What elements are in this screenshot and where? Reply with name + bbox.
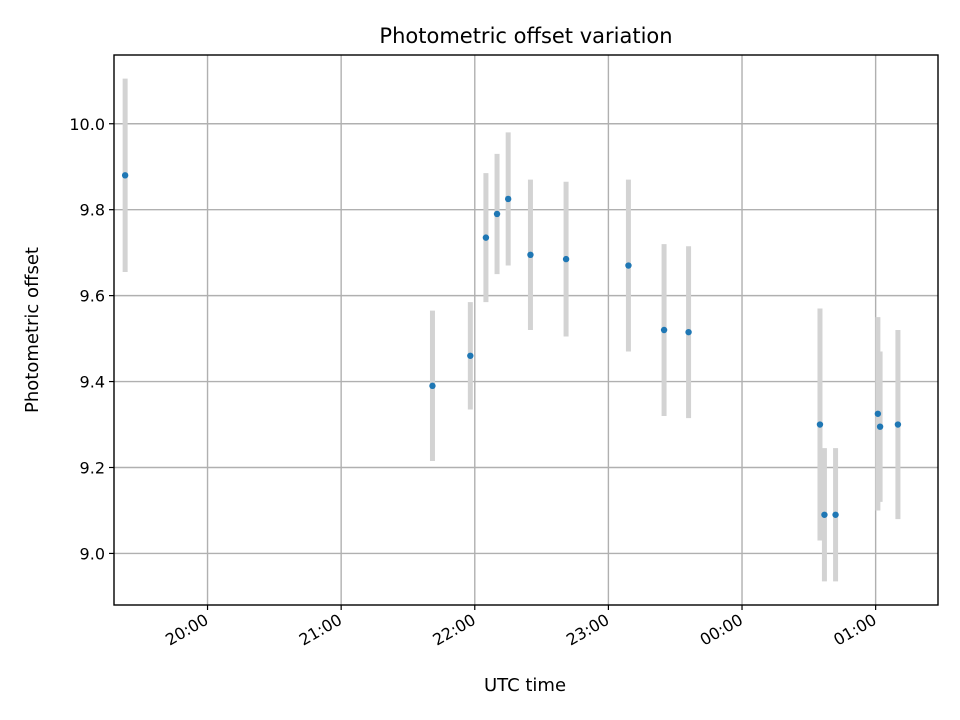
- x-axis-label: UTC time: [484, 675, 566, 696]
- y-tick-label: 9.2: [80, 459, 105, 478]
- y-axis-label: Photometric offset: [22, 247, 43, 413]
- data-point: [625, 262, 632, 269]
- y-tick-label: 9.4: [80, 373, 105, 392]
- data-point: [832, 511, 839, 518]
- data-point: [685, 328, 692, 336]
- chart-title: Photometric offset variation: [379, 24, 672, 48]
- data-point: [467, 352, 474, 359]
- data-point: [894, 421, 902, 428]
- grid: [114, 55, 938, 605]
- data-point: [482, 234, 490, 241]
- y-tick-label: 9.0: [80, 544, 105, 563]
- data-point: [493, 210, 501, 218]
- plot-area: [114, 55, 938, 605]
- data-point: [527, 251, 534, 259]
- y-tick-label: 10.0: [69, 115, 105, 134]
- data-point: [874, 410, 882, 417]
- data-point: [816, 421, 824, 428]
- y-tick-label: 9.8: [80, 201, 105, 220]
- data-point: [504, 195, 512, 203]
- data-point: [821, 511, 828, 518]
- data-point: [121, 172, 129, 179]
- data-point: [660, 326, 668, 334]
- y-tick-label: 9.6: [80, 287, 105, 306]
- data-point: [429, 382, 436, 390]
- plot-frame: [113, 54, 939, 606]
- data-point: [562, 255, 570, 263]
- data-point: [876, 423, 884, 430]
- data-points: [121, 172, 902, 518]
